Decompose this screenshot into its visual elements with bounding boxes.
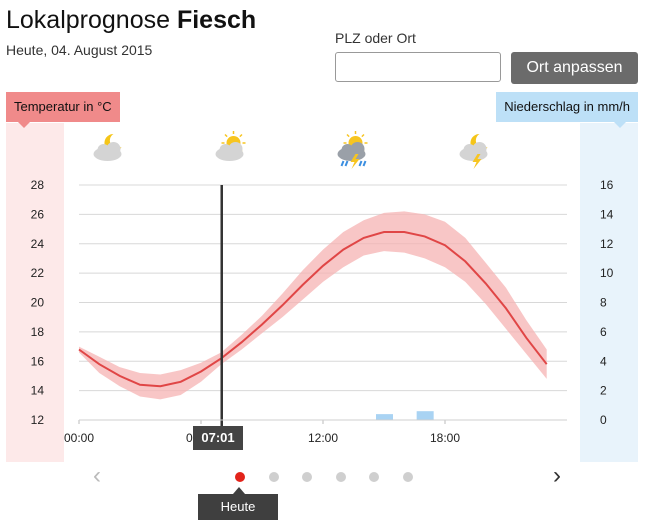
- y-tick-right: 16: [600, 178, 614, 192]
- temperature-axis-label: Temperatur in °C: [6, 92, 120, 128]
- temperature-range-band: [79, 211, 547, 400]
- y-tick-left: 12: [31, 413, 45, 427]
- y-tick-right: 14: [600, 207, 614, 221]
- precipitation-bar: [416, 411, 434, 420]
- y-tick-right: 12: [600, 237, 614, 251]
- pager-dot[interactable]: [235, 472, 245, 482]
- thunderstorm-rain-icon: [337, 131, 368, 169]
- plz-input[interactable]: [335, 52, 501, 82]
- precipitation-axis-label: Niederschlag in mm/h: [496, 92, 638, 128]
- title-place: Fiesch: [176, 6, 257, 34]
- pager-dot[interactable]: [402, 472, 413, 482]
- y-tick-left: 24: [31, 237, 45, 251]
- heute-badge: Heute: [198, 487, 278, 520]
- y-tick-left: 28: [31, 178, 45, 192]
- page-title: Lokalprognose Fiesch: [6, 6, 256, 35]
- y-tick-left: 22: [31, 266, 45, 280]
- sun-cloud-icon: [215, 131, 246, 161]
- y-tick-right: 8: [600, 296, 607, 310]
- moon-lightning-icon: [459, 133, 488, 169]
- pager-dot[interactable]: [335, 472, 346, 482]
- pager-dot[interactable]: [369, 472, 379, 482]
- x-tick-label: 12:00: [308, 431, 338, 445]
- y-tick-right: 0: [600, 413, 607, 427]
- y-tick-left: 26: [31, 207, 45, 221]
- prev-day-button[interactable]: ‹: [93, 462, 101, 489]
- x-tick-label: 18:00: [430, 431, 460, 445]
- y-tick-right: 6: [600, 325, 607, 339]
- temperature-line: [78, 231, 548, 388]
- temperature-axis-band: [6, 123, 64, 462]
- precipitation-bar: [376, 414, 393, 420]
- y-tick-left: 14: [31, 384, 45, 398]
- y-tick-left: 18: [31, 325, 45, 339]
- pager-dot[interactable]: [268, 472, 279, 482]
- pager-dot[interactable]: [302, 472, 312, 482]
- ort-anpassen-button[interactable]: Ort anpassen: [511, 52, 638, 84]
- y-tick-right: 2: [600, 384, 607, 398]
- next-day-button[interactable]: ›: [553, 462, 561, 489]
- y-tick-left: 20: [31, 296, 45, 310]
- y-tick-right: 10: [600, 266, 614, 280]
- x-tick-label: 00:00: [64, 431, 94, 445]
- title-prefix: Lokalprognose: [6, 6, 171, 34]
- current-time-badge: 07:01: [193, 426, 243, 450]
- y-tick-left: 16: [31, 354, 45, 368]
- moon-cloud-icon: [93, 133, 122, 161]
- forecast-date: Heute, 04. August 2015: [6, 42, 153, 58]
- precipitation-axis-band: [580, 123, 638, 462]
- y-tick-right: 4: [600, 354, 607, 368]
- plz-label: PLZ oder Ort: [335, 30, 416, 46]
